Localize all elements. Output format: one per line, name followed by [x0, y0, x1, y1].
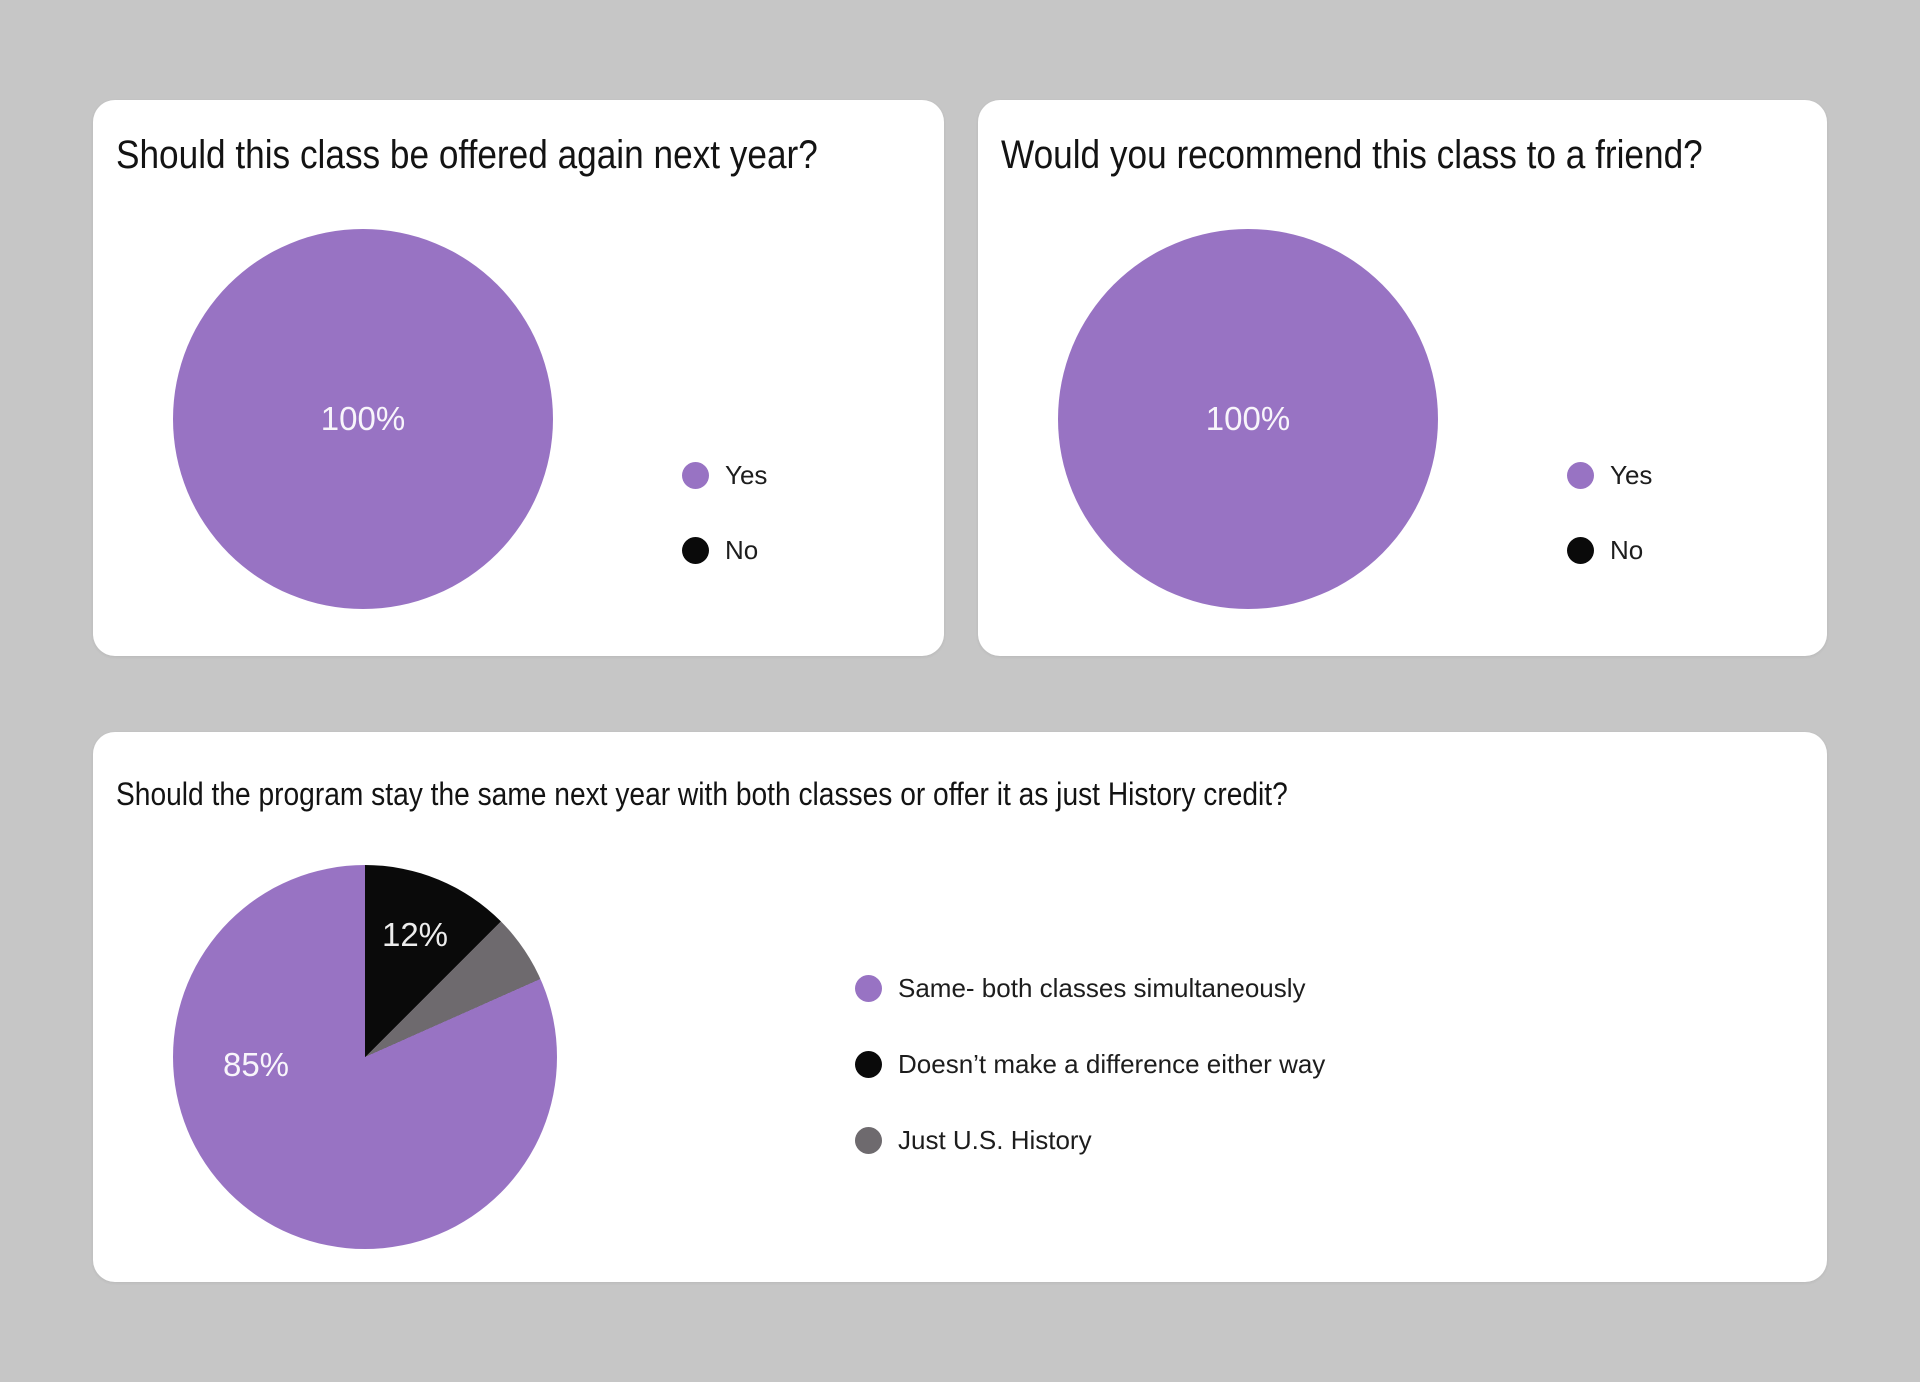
card-offered-again: Should this class be offered again next … — [93, 100, 944, 656]
pie-value-label: 100% — [320, 400, 406, 437]
legend-item-no: No — [682, 532, 767, 568]
legend-label: Yes — [725, 459, 768, 490]
legend-label: Yes — [1610, 459, 1653, 490]
legend-dot-icon — [855, 1126, 882, 1154]
chart-legend: Same- both classes simultaneously Doesn’… — [855, 970, 1325, 1158]
pie-chart-recommend-friend: 100% — [1058, 229, 1438, 609]
legend-item-same-both: Same- both classes simultaneously — [855, 970, 1325, 1006]
legend-label: Doesn’t make a difference either way — [898, 1048, 1326, 1079]
legend-dot-icon — [682, 461, 709, 489]
chart-legend: Yes No — [682, 457, 767, 568]
card-recommend-friend: Would you recommend this class to a frie… — [978, 100, 1827, 656]
pie-value-label: 12% — [381, 916, 449, 953]
legend-label: Just U.S. History — [898, 1124, 1092, 1155]
legend-item-no-difference: Doesn’t make a difference either way — [855, 1046, 1325, 1082]
pie-chart-offered-again: 100% — [173, 229, 553, 609]
pie-value-label: 85% — [222, 1046, 290, 1083]
legend-item-no: No — [1567, 532, 1652, 568]
chart-title: Should the program stay the same next ye… — [116, 776, 1288, 812]
legend-label: No — [725, 534, 759, 565]
legend-dot-icon — [855, 1050, 882, 1078]
legend-item-yes: Yes — [682, 457, 767, 493]
pie-value-label: 100% — [1205, 400, 1291, 437]
legend-item-yes: Yes — [1567, 457, 1652, 493]
pie-chart-program-same: 85% 12% — [173, 865, 557, 1249]
legend-dot-icon — [682, 536, 709, 564]
legend-label: No — [1610, 534, 1644, 565]
chart-title: Would you recommend this class to a frie… — [1001, 133, 1703, 177]
legend-label: Same- both classes simultaneously — [898, 972, 1306, 1003]
legend-dot-icon — [1567, 536, 1594, 564]
chart-legend: Yes No — [1567, 457, 1652, 568]
legend-dot-icon — [1567, 461, 1594, 489]
legend-dot-icon — [855, 974, 882, 1002]
card-program-same-or-history: Should the program stay the same next ye… — [93, 732, 1827, 1282]
chart-title: Should this class be offered again next … — [116, 133, 818, 177]
legend-item-just-us-history: Just U.S. History — [855, 1122, 1325, 1158]
